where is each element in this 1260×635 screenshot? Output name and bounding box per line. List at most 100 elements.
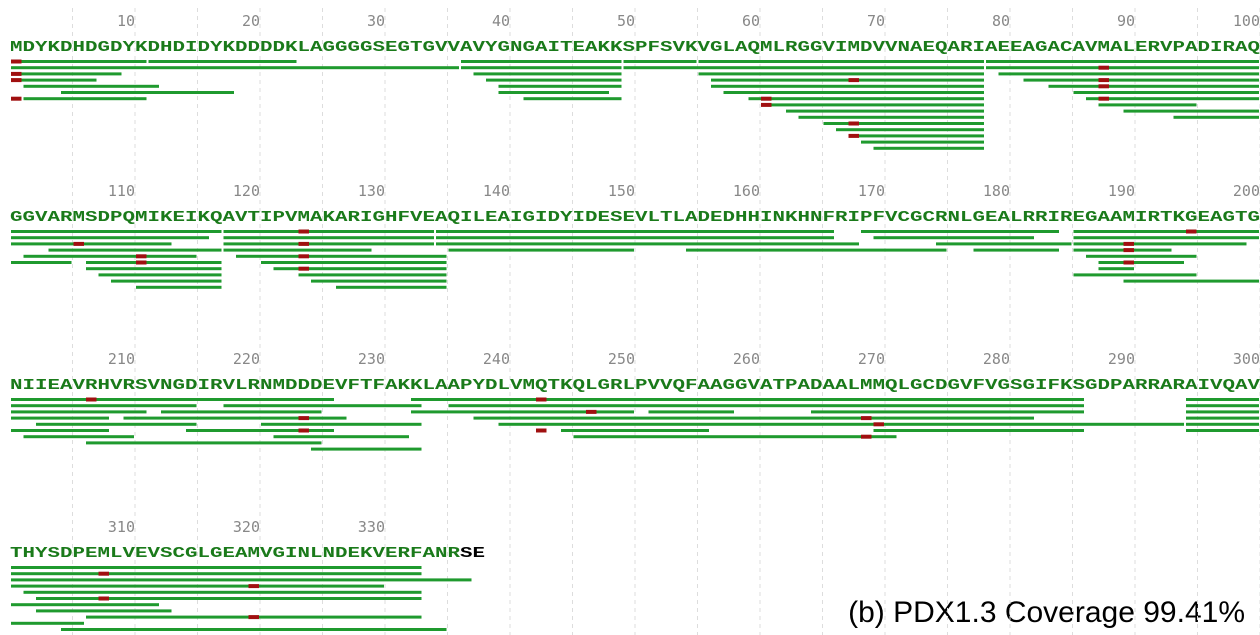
peptide — [23, 254, 197, 258]
peptide — [223, 236, 434, 240]
position-label: 170 — [858, 182, 885, 200]
modification — [1123, 241, 1134, 246]
peptide — [1186, 404, 1259, 408]
peptide — [523, 97, 622, 101]
peptide — [1048, 84, 1259, 88]
modification — [1123, 248, 1134, 253]
peptide — [11, 261, 72, 264]
peptide — [686, 248, 947, 252]
peptide — [798, 115, 984, 119]
peptide — [236, 254, 447, 258]
position-label: 130 — [358, 182, 385, 200]
position-label: 180 — [983, 182, 1010, 200]
sequence: MDYKDHDGDYKDHDIDYKDDDDKLAGGGGSEGTGVVAVYG… — [10, 39, 1260, 56]
modification — [861, 434, 872, 439]
peptide — [1098, 261, 1184, 264]
modification — [298, 229, 309, 234]
modification — [98, 596, 109, 601]
peptide — [223, 404, 422, 408]
peptide — [1186, 429, 1259, 432]
peptide — [11, 404, 197, 408]
modification — [298, 266, 309, 271]
peptide — [111, 279, 222, 283]
modification — [848, 133, 859, 138]
peptide — [1073, 242, 1247, 246]
peptide — [698, 60, 984, 63]
covered-sequence: GGVARMSDPQMIKEIKQAVTIPVMAKARIGHFVEAQILEA… — [10, 209, 1260, 226]
peptide — [1123, 279, 1259, 283]
peptide — [998, 72, 1259, 76]
modification — [298, 428, 309, 433]
peptide — [561, 429, 709, 432]
peptide — [161, 410, 322, 414]
peptide — [186, 429, 334, 432]
position-label: 70 — [867, 12, 885, 30]
modification — [1098, 78, 1109, 83]
position-label: 260 — [733, 350, 760, 368]
peptide — [11, 230, 222, 233]
position-label: 80 — [992, 12, 1010, 30]
peptide — [11, 398, 334, 401]
peptide — [36, 609, 172, 613]
modification — [248, 615, 259, 620]
covered-sequence: THYSDPEMLVEVSCGLGEAMVGINLNDEKVERFANR — [10, 545, 460, 562]
peptide — [23, 590, 422, 594]
position-label: 270 — [858, 350, 885, 368]
peptide — [273, 267, 447, 271]
position-label: 280 — [983, 350, 1010, 368]
peptide — [11, 66, 459, 70]
position-label: 320 — [233, 518, 260, 536]
peptide — [986, 66, 1259, 70]
peptide — [223, 242, 434, 246]
position-label: 190 — [1108, 182, 1135, 200]
peptide — [623, 60, 697, 63]
peptide — [261, 422, 422, 426]
peptide — [436, 236, 834, 240]
modification — [761, 102, 772, 107]
peptide — [1186, 422, 1259, 426]
modification — [298, 241, 309, 246]
position-label: 330 — [358, 518, 385, 536]
peptide — [986, 60, 1259, 63]
peptide — [786, 109, 984, 113]
peptide — [1098, 103, 1197, 107]
peptide — [1073, 236, 1259, 240]
peptide — [498, 422, 1184, 426]
peptide — [223, 248, 372, 252]
modification — [73, 241, 84, 246]
peptide — [823, 122, 984, 125]
modification — [586, 409, 597, 414]
modification — [1098, 84, 1109, 89]
peptide — [23, 435, 134, 439]
modification — [298, 416, 309, 421]
peptide — [11, 429, 109, 432]
peptide — [873, 429, 1084, 432]
peptide — [86, 261, 222, 264]
peptide — [48, 248, 222, 252]
modification — [1098, 96, 1109, 101]
peptide — [11, 236, 209, 240]
modification — [1098, 65, 1109, 70]
peptide — [311, 447, 422, 451]
peptide — [1086, 254, 1197, 258]
peptide — [498, 84, 622, 88]
peptide — [23, 84, 159, 88]
peptide — [98, 273, 222, 277]
peptide — [86, 267, 222, 271]
modification — [848, 121, 859, 126]
peptide — [11, 242, 172, 246]
modification — [298, 254, 309, 259]
peptide — [761, 103, 984, 107]
modification — [11, 59, 22, 64]
peptide — [11, 578, 472, 582]
peptide — [473, 416, 1034, 420]
peptide — [61, 628, 447, 631]
peptide — [436, 242, 859, 246]
covered-sequence: MDYKDHDGDYKDHDIDYKDDDDKLAGGGGSEGTGVVAVYG… — [10, 39, 1260, 56]
peptide — [836, 128, 984, 132]
modification — [761, 96, 772, 101]
peptide — [411, 398, 1084, 401]
peptide — [723, 91, 984, 94]
peptide — [486, 78, 622, 82]
modification — [11, 96, 22, 101]
